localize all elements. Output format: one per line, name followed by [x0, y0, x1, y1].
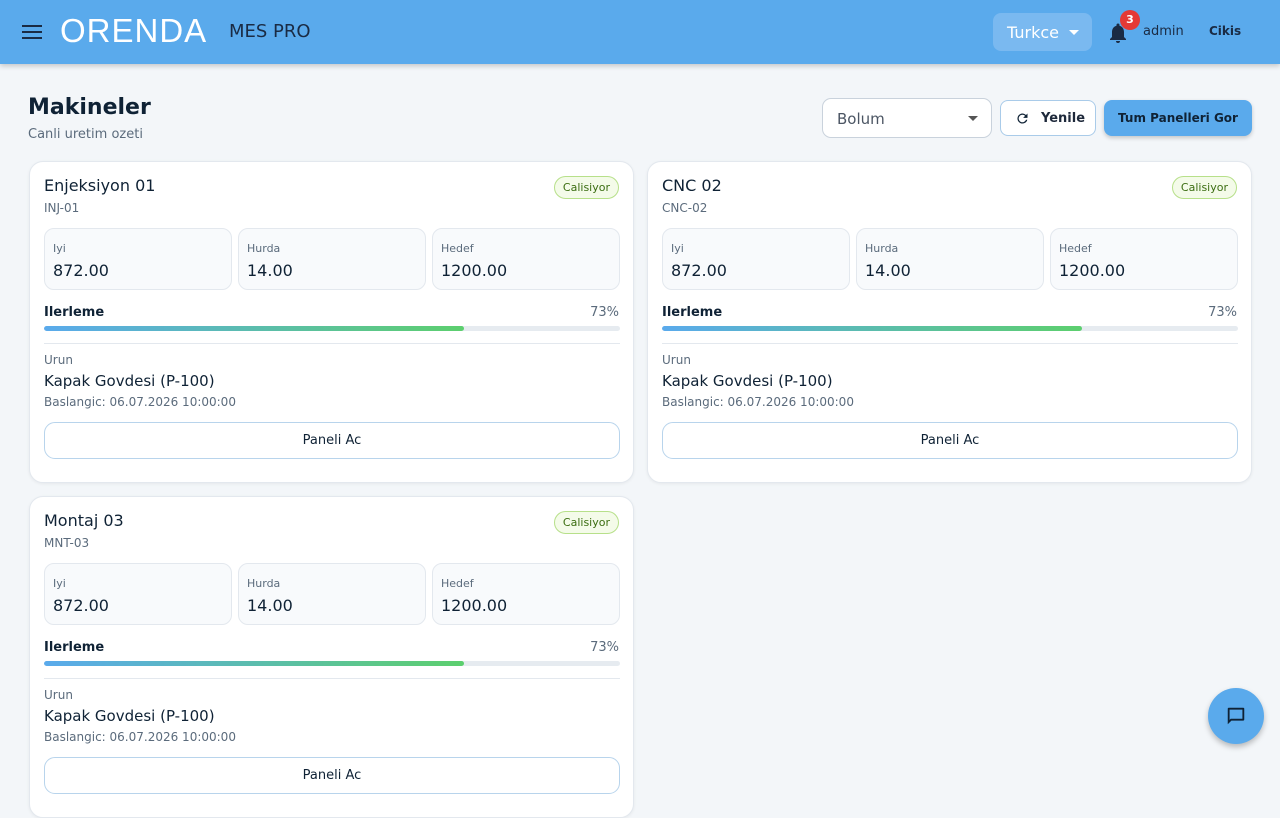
progress-fill: [662, 326, 1083, 331]
chat-button[interactable]: [1208, 688, 1264, 744]
stat-value: 14.00: [247, 596, 293, 615]
product-name: Kapak Govdesi (P-100): [44, 707, 215, 725]
progress-value: 73%: [590, 305, 619, 320]
stat-box: Iyi 872.00: [662, 228, 850, 290]
section-filter[interactable]: Bolum: [822, 98, 992, 138]
refresh-label: Yenile: [1041, 111, 1086, 126]
logout-button[interactable]: Cikis: [1209, 24, 1242, 38]
machine-name: Enjeksiyon 01: [44, 176, 156, 195]
brand-logo[interactable]: ORENDA: [60, 12, 208, 49]
stat-box: Iyi 872.00: [44, 228, 232, 290]
stat-value: 1200.00: [1059, 261, 1126, 280]
progress-label: Ilerleme: [44, 305, 105, 320]
language-select[interactable]: Turkce: [993, 13, 1092, 51]
stat-box: Hurda 14.00: [856, 228, 1044, 290]
stat-box: Hedef 1200.00: [1050, 228, 1238, 290]
stat-box: Hedef 1200.00: [432, 228, 620, 290]
filter-label: Bolum: [837, 110, 885, 128]
machine-code: CNC-02: [662, 201, 708, 215]
divider: [662, 343, 1238, 344]
stat-value: 872.00: [53, 261, 109, 280]
machine-code: INJ-01: [44, 201, 80, 215]
menu-icon[interactable]: [22, 24, 42, 40]
stat-label: Hedef: [441, 242, 474, 255]
stat-label: Iyi: [53, 577, 66, 590]
dropdown-arrow: [968, 116, 978, 121]
refresh-icon: [1017, 113, 1028, 124]
progress-label: Ilerleme: [44, 640, 105, 655]
divider: [44, 678, 620, 679]
status-badge: Calisiyor: [553, 511, 619, 534]
open-panel-button[interactable]: Paneli Ac: [44, 422, 620, 459]
chat-icon: [1227, 707, 1245, 725]
stat-label: Hurda: [865, 242, 899, 255]
progress-track: [44, 661, 620, 666]
stat-value: 1200.00: [441, 596, 508, 615]
machine-card: Enjeksiyon 01 INJ-01 Calisiyor Iyi 872.00 Hur…: [29, 161, 634, 483]
stat-label: Hurda: [247, 242, 281, 255]
machine-name: CNC 02: [662, 176, 722, 195]
stat-box: Iyi 872.00: [44, 563, 232, 625]
page-subtitle: Canli uretim ozeti: [28, 127, 143, 142]
progress-track: [662, 326, 1238, 331]
product-name: Kapak Govdesi (P-100): [662, 372, 833, 390]
open-panel-button[interactable]: Paneli Ac: [662, 422, 1238, 459]
language-label: Turkce: [1007, 23, 1059, 42]
stat-value: 872.00: [53, 596, 109, 615]
progress-track: [44, 326, 620, 331]
app-header: ORENDA MES PRO Turkce 3 admin Cikis: [0, 0, 1280, 64]
stat-label: Hedef: [1059, 242, 1092, 255]
progress-label: Ilerleme: [662, 305, 723, 320]
product-label: Urun: [44, 353, 73, 367]
start-time: Baslangic: 06.07.2026 10:00:00: [44, 395, 236, 409]
dropdown-arrow: [1069, 30, 1079, 35]
stat-label: Iyi: [53, 242, 66, 255]
start-time: Baslangic: 06.07.2026 10:00:00: [662, 395, 854, 409]
progress-fill: [44, 661, 465, 666]
machine-name: Montaj 03: [44, 511, 124, 530]
notification-badge: 3: [1120, 10, 1140, 30]
progress-value: 73%: [590, 640, 619, 655]
all-panels-button[interactable]: Tum Panelleri Gor: [1104, 100, 1252, 136]
divider: [44, 343, 620, 344]
stat-value: 14.00: [865, 261, 911, 280]
stat-box: Hedef 1200.00: [432, 563, 620, 625]
status-badge: Calisiyor: [553, 176, 619, 199]
refresh-button[interactable]: Yenile: [1000, 100, 1096, 136]
stat-value: 1200.00: [441, 261, 508, 280]
product-label: Urun: [44, 688, 73, 702]
product-label: Urun: [662, 353, 691, 367]
stat-label: Iyi: [671, 242, 684, 255]
bell-icon[interactable]: [1108, 22, 1128, 44]
machine-code: MNT-03: [44, 536, 90, 550]
stat-box: Hurda 14.00: [238, 228, 426, 290]
user-name[interactable]: admin: [1143, 24, 1184, 39]
stat-value: 872.00: [671, 261, 727, 280]
stat-label: Hedef: [441, 577, 474, 590]
machine-card: CNC 02 CNC-02 Calisiyor Iyi 872.00 Hurda 14.00…: [647, 161, 1252, 483]
stat-box: Hurda 14.00: [238, 563, 426, 625]
status-badge: Calisiyor: [1171, 176, 1237, 199]
progress-value: 73%: [1208, 305, 1237, 320]
stat-value: 14.00: [247, 261, 293, 280]
progress-fill: [44, 326, 465, 331]
page-title: Makineler: [28, 95, 151, 120]
product-name: MES PRO: [229, 21, 311, 42]
open-panel-button[interactable]: Paneli Ac: [44, 757, 620, 794]
start-time: Baslangic: 06.07.2026 10:00:00: [44, 730, 236, 744]
product-name: Kapak Govdesi (P-100): [44, 372, 215, 390]
machine-card: Montaj 03 MNT-03 Calisiyor Iyi 872.00 Hurda 14…: [29, 496, 634, 818]
stat-label: Hurda: [247, 577, 281, 590]
